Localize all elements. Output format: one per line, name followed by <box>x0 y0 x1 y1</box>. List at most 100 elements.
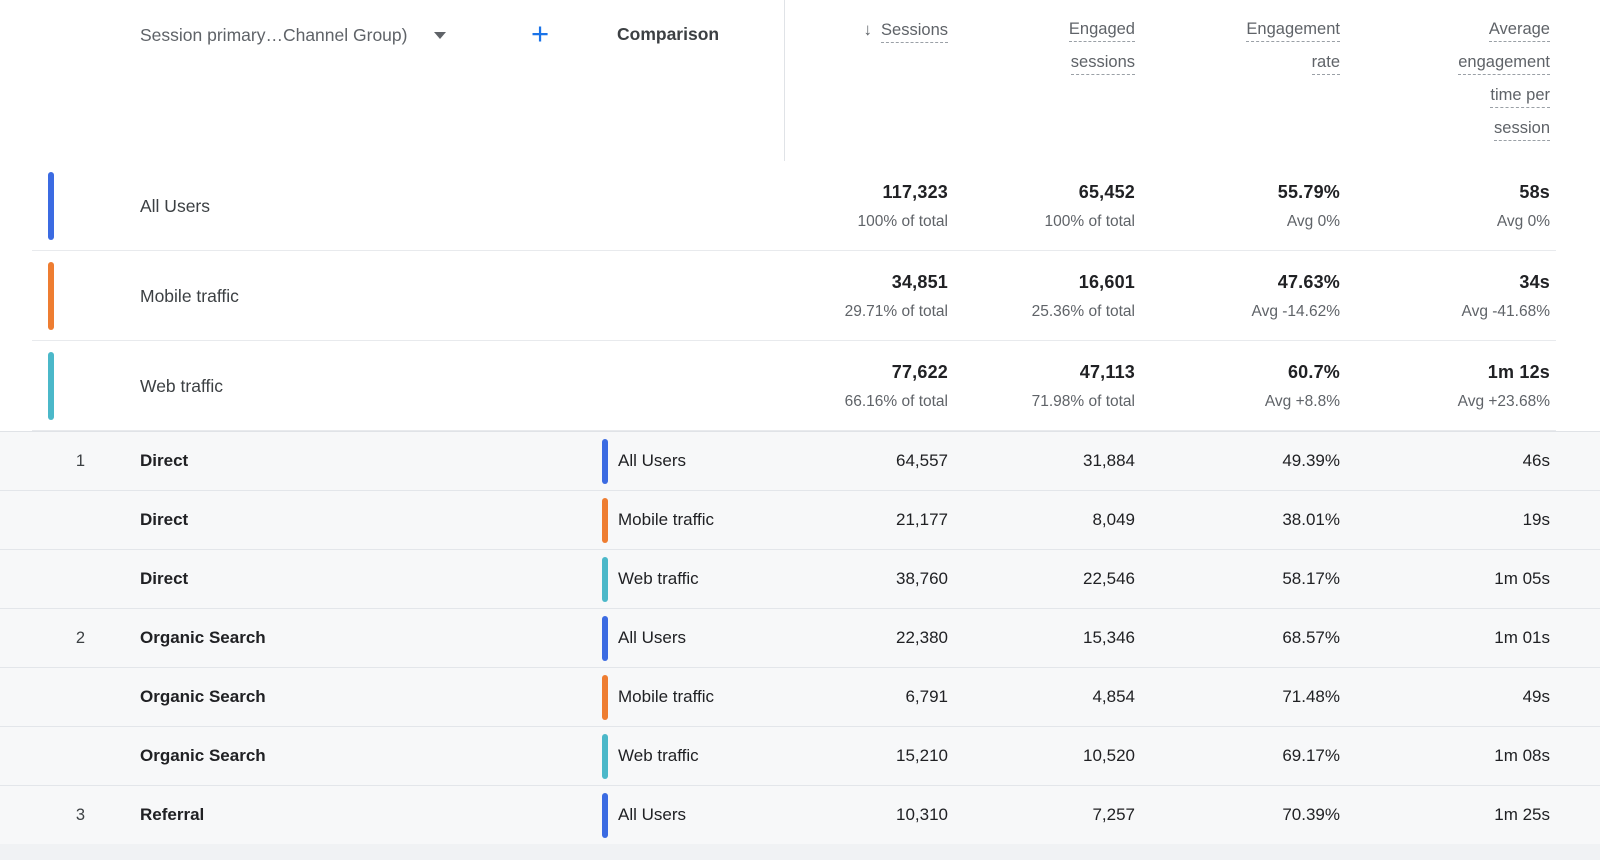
engaged-sessions-value: 65,452 <box>1078 182 1135 202</box>
comparison-color-bar <box>602 557 608 602</box>
sessions-percent-of-total: 66.16% of total <box>844 393 948 410</box>
sessions-cell: 15,210 <box>896 746 948 765</box>
sessions-cell: 64,557 <box>896 451 948 470</box>
row-index <box>40 491 85 549</box>
engagement-rate-value: 55.79% <box>1277 182 1340 202</box>
comparison-color-bar <box>48 352 54 420</box>
comparison-color-bar <box>602 734 608 779</box>
engaged-sessions-cell: 8,049 <box>1092 510 1135 529</box>
dimension-value: Direct <box>140 451 189 470</box>
sort-descending-icon: ↓ <box>863 20 873 39</box>
engagement-rate-cell: 49.39% <box>1282 451 1340 470</box>
engagement-rate-cell: 71.48% <box>1282 687 1340 706</box>
column-header-label: Engagement <box>1246 20 1340 42</box>
summary-row-label: Web traffic <box>140 375 223 396</box>
column-header-avg-engagement-time[interactable]: Average engagement time per session <box>1458 20 1550 152</box>
summary-sessions-cell: 117,323 100% of total <box>718 161 948 251</box>
comparison-color-bar <box>602 439 608 484</box>
comparison-label: All Users <box>618 805 687 824</box>
row-separator <box>32 340 1556 341</box>
column-header-label: Sessions <box>881 21 948 43</box>
comparison-color-bar <box>48 172 54 240</box>
engaged-sessions-percent-of-total: 71.98% of total <box>1031 393 1135 410</box>
primary-dimension-dropdown[interactable]: Session primary…Channel Group) <box>140 25 447 46</box>
sessions-cell: 21,177 <box>896 510 948 529</box>
table-row: Organic Search Web traffic 15,210 10,520… <box>0 727 1600 786</box>
row-index <box>40 727 85 785</box>
primary-dimension-label: Session primary…Channel Group) <box>140 25 408 45</box>
table-row: 1 Direct All Users 64,557 31,884 49.39% … <box>0 432 1600 491</box>
comparison-label: All Users <box>618 628 687 647</box>
engaged-sessions-cell: 7,257 <box>1092 805 1135 824</box>
sessions-cell: 22,380 <box>896 628 948 647</box>
row-separator <box>32 250 1556 251</box>
column-header-sessions[interactable]: ↓ Sessions <box>864 20 948 53</box>
summary-engaged-sessions-cell: 65,452 100% of total <box>905 161 1135 251</box>
engaged-sessions-cell: 15,346 <box>1083 628 1135 647</box>
table-row: Direct Mobile traffic 21,177 8,049 38.01… <box>0 491 1600 550</box>
summary-rows: All Users 117,323 100% of total 65,452 1… <box>0 161 1600 431</box>
sessions-percent-of-total: 100% of total <box>857 213 948 230</box>
avg-engagement-time-cell: 49s <box>1522 687 1550 706</box>
avg-engagement-time-avg-delta: Avg +23.68% <box>1457 393 1550 410</box>
summary-engagement-rate-cell: 47.63% Avg -14.62% <box>1110 251 1340 341</box>
avg-engagement-time-cell: 1m 25s <box>1494 805 1550 824</box>
dimension-value: Direct <box>140 569 189 588</box>
dimension-value: Referral <box>140 805 205 824</box>
comparison-label: Mobile traffic <box>618 687 715 706</box>
engaged-sessions-cell: 4,854 <box>1092 687 1135 706</box>
summary-avg-engagement-time-cell: 1m 12s Avg +23.68% <box>1320 341 1550 431</box>
row-index: 3 <box>75 805 85 824</box>
engaged-sessions-value: 16,601 <box>1078 272 1135 292</box>
row-index <box>40 550 85 608</box>
engagement-rate-cell: 38.01% <box>1282 510 1340 529</box>
column-header-engagement-rate[interactable]: Engagement rate <box>1246 20 1340 86</box>
summary-avg-engagement-time-cell: 34s Avg -41.68% <box>1320 251 1550 341</box>
summary-engaged-sessions-cell: 47,113 71.98% of total <box>905 341 1135 431</box>
dimension-value: Organic Search <box>140 628 266 647</box>
summary-row-label: All Users <box>140 195 211 216</box>
sessions-cell: 38,760 <box>896 569 948 588</box>
summary-engagement-rate-cell: 55.79% Avg 0% <box>1110 161 1340 251</box>
engagement-rate-value: 60.7% <box>1287 362 1340 382</box>
comparison-color-bar <box>602 793 608 838</box>
sessions-value: 77,622 <box>891 362 948 382</box>
avg-engagement-time-value: 1m 12s <box>1487 362 1550 382</box>
engagement-rate-cell: 70.39% <box>1282 805 1340 824</box>
add-dimension-button[interactable]: + <box>531 16 550 51</box>
avg-engagement-time-value: 34s <box>1519 272 1550 292</box>
dimension-value: Direct <box>140 510 189 529</box>
engaged-sessions-cell: 10,520 <box>1083 746 1135 765</box>
avg-engagement-time-cell: 19s <box>1522 510 1550 529</box>
comparison-color-bar <box>602 616 608 661</box>
comparison-color-bar <box>602 675 608 720</box>
dimension-value: Organic Search <box>140 687 266 706</box>
summary-row: Mobile traffic 34,851 29.71% of total 16… <box>0 251 1600 341</box>
engaged-sessions-percent-of-total: 25.36% of total <box>1031 303 1135 320</box>
column-header-label: sessions <box>1070 53 1135 75</box>
engagement-rate-cell: 68.57% <box>1282 628 1340 647</box>
summary-row: All Users 117,323 100% of total 65,452 1… <box>0 161 1600 251</box>
engagement-rate-cell: 58.17% <box>1282 569 1340 588</box>
column-header-label: Average <box>1488 20 1550 42</box>
summary-engagement-rate-cell: 60.7% Avg +8.8% <box>1110 341 1340 431</box>
column-header-label: session <box>1494 119 1550 141</box>
table-row: Direct Web traffic 38,760 22,546 58.17% … <box>0 550 1600 609</box>
column-header-label: rate <box>1311 53 1340 75</box>
comparison-label: Mobile traffic <box>618 510 715 529</box>
engaged-sessions-value: 47,113 <box>1079 362 1135 382</box>
avg-engagement-time-value: 58s <box>1519 182 1550 202</box>
engagement-rate-value: 47.63% <box>1277 272 1340 292</box>
avg-engagement-time-cell: 1m 01s <box>1494 628 1550 647</box>
avg-engagement-time-cell: 46s <box>1522 451 1550 470</box>
engagement-rate-cell: 69.17% <box>1282 746 1340 765</box>
row-index: 2 <box>75 628 85 647</box>
row-index: 1 <box>75 451 85 470</box>
comparison-color-bar <box>602 498 608 543</box>
column-header-label: time per <box>1490 86 1550 108</box>
comparison-label: Web traffic <box>618 746 699 765</box>
summary-row: Web traffic 77,622 66.16% of total 47,11… <box>0 341 1600 431</box>
sessions-cell: 10,310 <box>896 805 948 824</box>
row-separator <box>32 430 1556 431</box>
column-header-engaged-sessions[interactable]: Engaged sessions <box>1068 20 1135 86</box>
